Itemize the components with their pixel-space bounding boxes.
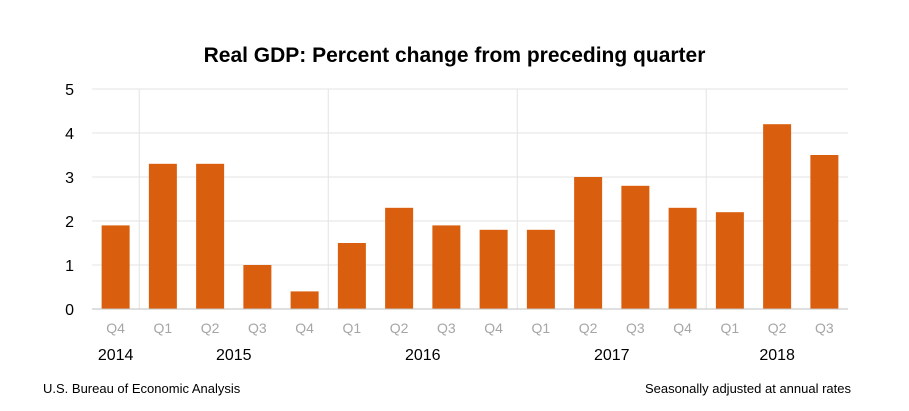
year-label: 2015: [216, 347, 252, 364]
quarter-tick-label: Q3: [815, 320, 834, 336]
quarter-tick-label: Q3: [437, 320, 456, 336]
bar: [810, 155, 839, 309]
bar: [479, 229, 508, 309]
bar: [432, 225, 461, 309]
y-tick-label: 0: [65, 302, 74, 319]
quarter-tick-label: Q3: [248, 320, 267, 336]
quarter-tick-label: Q1: [721, 320, 740, 336]
bar: [337, 243, 366, 309]
quarter-tick-label: Q1: [154, 320, 173, 336]
quarter-tick-label: Q2: [201, 320, 220, 336]
bar: [668, 207, 697, 309]
quarter-tick-label: Q2: [390, 320, 409, 336]
bar: [196, 163, 225, 309]
y-tick-label: 1: [65, 258, 74, 275]
y-tick-label: 5: [65, 82, 74, 99]
quarter-tick-label: Q1: [532, 320, 551, 336]
year-label: 2017: [594, 347, 630, 364]
source-note: U.S. Bureau of Economic Analysis: [43, 381, 241, 396]
year-label: 2014: [98, 347, 134, 364]
year-label: 2016: [405, 347, 441, 364]
bar: [101, 225, 130, 309]
quarter-tick-label: Q3: [626, 320, 645, 336]
quarter-tick-label: Q4: [673, 320, 692, 336]
y-tick-label: 3: [65, 170, 74, 187]
bar: [526, 229, 555, 309]
quarter-tick-label: Q2: [579, 320, 598, 336]
quarter-tick-label: Q4: [295, 320, 314, 336]
quarter-tick-label: Q4: [484, 320, 503, 336]
bar: [715, 212, 744, 309]
y-tick-label: 2: [65, 214, 74, 231]
bar: [574, 177, 603, 309]
year-label: 2018: [759, 347, 795, 364]
seasonal-adjustment-note: Seasonally adjusted at annual rates: [645, 381, 851, 396]
bar: [290, 291, 319, 309]
quarter-tick-label: Q1: [343, 320, 362, 336]
quarter-tick-label: Q4: [106, 320, 125, 336]
y-tick-label: 4: [65, 126, 74, 143]
bar: [763, 124, 792, 309]
quarter-tick-label: Q2: [768, 320, 787, 336]
bar: [385, 207, 414, 309]
chart-title: Real GDP: Percent change from preceding …: [203, 44, 706, 67]
bar: [621, 185, 650, 309]
bar: [148, 163, 177, 309]
bar: [243, 265, 272, 309]
